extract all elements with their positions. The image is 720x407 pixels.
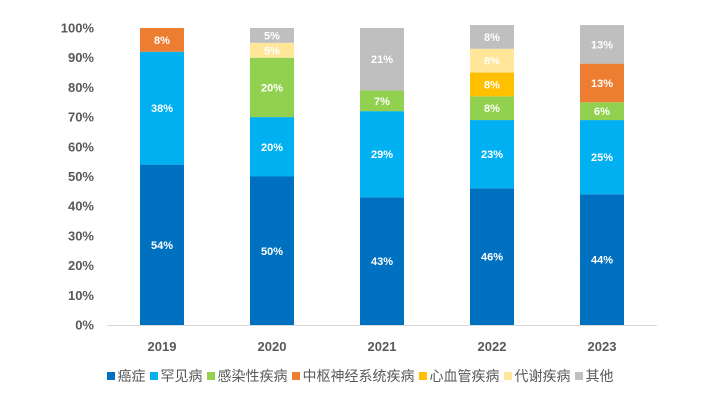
bar-segment — [580, 63, 624, 103]
y-tick-label: 20% — [68, 258, 94, 273]
legend-label: 中枢神经系统疾病 — [302, 369, 415, 385]
legend-swatch-icon — [149, 372, 158, 380]
bar-segment — [250, 117, 294, 177]
legend-item: 其他 — [574, 366, 614, 386]
x-tick-label: 2022 — [478, 339, 507, 354]
bar-segment — [140, 164, 184, 325]
bar-segment — [470, 120, 514, 189]
legend-swatch-icon — [206, 372, 215, 380]
legend-swatch-icon — [503, 372, 512, 380]
y-tick-label: 30% — [68, 228, 94, 243]
legend-label: 心血管疾病 — [429, 369, 500, 385]
data-label: 8% — [484, 32, 500, 44]
x-tick-label: 2021 — [368, 339, 397, 354]
data-label: 8% — [154, 35, 170, 47]
bar-segment — [470, 25, 514, 49]
legend-item: 罕见病 — [149, 366, 203, 386]
data-label: 7% — [374, 96, 390, 108]
legend-label: 罕见病 — [160, 369, 203, 385]
bar-segment — [360, 90, 404, 112]
bar-segment — [360, 28, 404, 91]
y-axis: 0% 10% 20% 30% 40% 50% 60% 70% 80% 90% 100% — [61, 21, 95, 333]
y-tick-label: 50% — [68, 169, 94, 184]
data-label: 29% — [371, 149, 393, 161]
bar-segment — [360, 197, 404, 325]
data-label: 46% — [481, 252, 503, 264]
data-label: 8% — [484, 103, 500, 115]
x-tick-label: 2020 — [258, 339, 287, 354]
bar-segment — [470, 188, 514, 325]
x-tick-label: 2019 — [148, 339, 177, 354]
legend-item: 代谢疾病 — [503, 366, 571, 386]
data-label: 43% — [371, 256, 393, 268]
bar-segment — [360, 111, 404, 198]
bar-segment — [470, 48, 514, 73]
bar-segment — [250, 42, 294, 58]
x-axis: 2019 2020 2021 2022 2023 — [148, 339, 617, 354]
data-label: 23% — [481, 149, 503, 161]
y-tick-label: 60% — [68, 139, 94, 154]
bar-segment — [140, 28, 184, 52]
data-label: 13% — [591, 78, 613, 90]
data-label: 38% — [151, 103, 173, 115]
x-tick-label: 2023 — [588, 339, 617, 354]
data-label: 6% — [594, 106, 610, 118]
bar-segment — [580, 102, 624, 121]
data-label: 5% — [264, 30, 280, 42]
data-label: 8% — [484, 79, 500, 91]
data-label: 5% — [264, 45, 280, 57]
data-label: 20% — [261, 142, 283, 154]
bar-segment — [250, 57, 294, 118]
legend-swatch-icon — [106, 372, 115, 380]
y-tick-label: 100% — [61, 21, 95, 36]
bars — [140, 25, 624, 325]
bar-segment — [250, 176, 294, 325]
legend-swatch-icon — [291, 372, 300, 380]
legend-label: 代谢疾病 — [514, 369, 571, 385]
legend-item: 癌症 — [106, 366, 146, 386]
legend-item: 心血管疾病 — [418, 366, 500, 386]
legend-swatch-icon — [418, 372, 427, 380]
bar-segment — [140, 51, 184, 165]
data-label: 21% — [371, 54, 393, 66]
y-tick-label: 70% — [68, 110, 94, 125]
data-label: 25% — [591, 152, 613, 164]
bar-segment — [580, 25, 624, 64]
legend-item: 中枢神经系统疾病 — [291, 366, 415, 386]
data-label: 8% — [484, 56, 500, 68]
bar-segment — [580, 194, 624, 325]
data-labels: 54% 38% 8% 50% 20% 20% 5% 5% 43% 29% 7% 21% 46% 23% 8%… — [151, 30, 613, 268]
legend: 癌症 罕见病 感染性疾病 中枢神经系统疾病 心血管疾病 代谢疾病 其他 — [0, 366, 720, 386]
data-label: 54% — [151, 240, 173, 252]
data-label: 13% — [591, 39, 613, 51]
bar-segment — [580, 120, 624, 195]
bar-segment — [250, 28, 294, 43]
data-label: 50% — [261, 246, 283, 258]
y-tick-label: 10% — [68, 288, 94, 303]
y-tick-label: 40% — [68, 199, 94, 214]
data-label: 44% — [591, 255, 613, 267]
y-tick-label: 90% — [68, 50, 94, 65]
legend-label: 其他 — [585, 369, 614, 385]
legend-label: 癌症 — [117, 369, 146, 385]
y-tick-label: 0% — [75, 318, 94, 333]
data-label: 20% — [261, 82, 283, 94]
bar-segment — [470, 72, 514, 97]
legend-item: 感染性疾病 — [206, 366, 288, 386]
bar-segment — [470, 96, 514, 121]
y-tick-label: 80% — [68, 80, 94, 95]
legend-swatch-icon — [574, 372, 583, 380]
legend-label: 感染性疾病 — [217, 369, 288, 385]
